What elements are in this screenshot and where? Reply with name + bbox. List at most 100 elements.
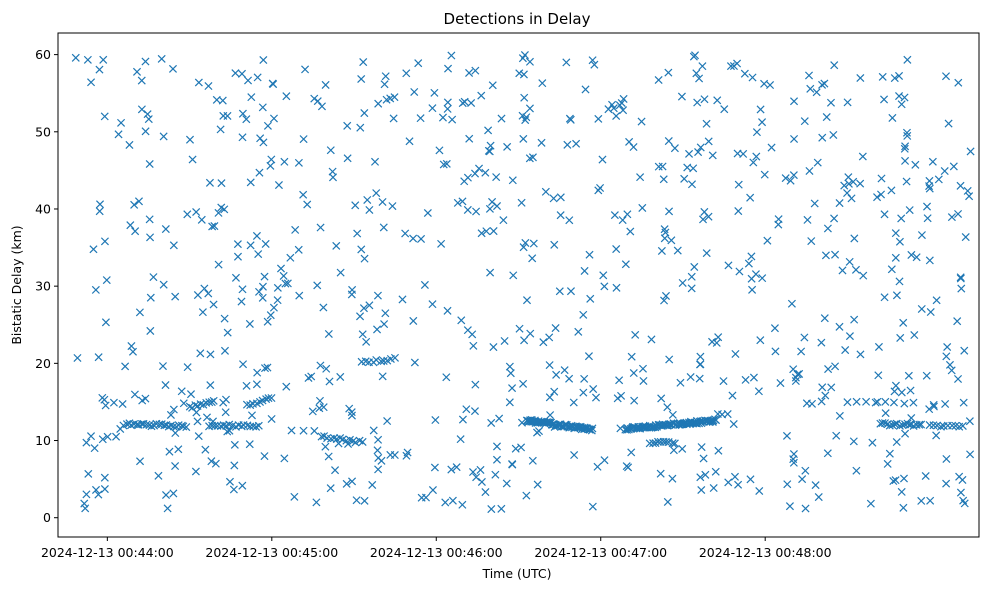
detection-point — [657, 394, 666, 403]
detection-point — [485, 204, 494, 213]
detection-point — [71, 53, 80, 62]
detection-point — [421, 493, 431, 502]
detection-point — [901, 142, 910, 151]
detection-point — [898, 421, 907, 430]
y-tick-label: 40 — [35, 201, 51, 216]
detection-point — [749, 158, 758, 167]
detection-point — [258, 282, 267, 291]
detection-point — [260, 272, 269, 281]
detection-point — [789, 171, 798, 180]
detection-point — [252, 422, 261, 431]
detection-point — [280, 454, 289, 463]
detection-point — [843, 398, 852, 407]
detection-point — [552, 370, 561, 379]
x-tick-label: 2024-12-13 00:47:00 — [534, 545, 667, 560]
detection-point — [569, 398, 578, 407]
detection-point — [204, 81, 213, 91]
detection-point — [313, 97, 322, 106]
detection-point — [598, 155, 607, 164]
detection-point — [321, 80, 330, 89]
y-tick-label: 10 — [35, 433, 51, 448]
detection-point — [525, 104, 534, 113]
detection-point — [817, 338, 826, 347]
detection-point — [947, 213, 956, 222]
detection-point — [121, 362, 130, 371]
detection-point — [630, 396, 639, 405]
detection-point — [169, 489, 178, 498]
detection-point — [266, 311, 275, 320]
detection-point — [782, 431, 792, 440]
detection-point — [888, 113, 897, 122]
detection-point — [324, 329, 333, 339]
detection-point — [169, 405, 178, 414]
detection-point — [484, 126, 493, 135]
detection-point — [874, 342, 883, 351]
detection-point — [822, 113, 831, 122]
detection-point — [818, 133, 827, 142]
detection-point — [588, 56, 597, 65]
detection-point — [669, 446, 678, 455]
detection-point — [696, 352, 705, 361]
detection-point — [574, 327, 583, 336]
detection-point — [401, 229, 410, 238]
detection-point — [324, 452, 333, 461]
detection-point — [881, 397, 890, 406]
detection-point — [533, 480, 542, 489]
detection-point — [766, 81, 775, 90]
detection-point — [102, 276, 111, 285]
detection-point — [953, 317, 962, 326]
detection-point — [741, 375, 750, 384]
detection-point — [600, 282, 609, 291]
detection-point — [174, 445, 183, 454]
detection-point — [668, 439, 677, 448]
detection-point — [383, 417, 392, 426]
detection-point — [693, 98, 702, 107]
detection-point — [695, 360, 705, 369]
detection-point — [279, 271, 288, 280]
detection-point — [525, 154, 534, 163]
detection-point — [831, 250, 840, 259]
detection-point — [260, 364, 270, 373]
detection-point — [325, 377, 334, 386]
detection-point — [221, 408, 230, 417]
detection-point — [556, 193, 565, 202]
detection-point — [756, 105, 765, 114]
detection-point — [803, 215, 812, 224]
detection-point — [103, 432, 112, 441]
detection-point — [895, 237, 904, 246]
detection-point — [850, 234, 859, 243]
detection-point — [169, 422, 178, 431]
detection-point — [467, 98, 476, 108]
detection-point — [283, 279, 292, 288]
detection-point — [378, 197, 387, 206]
detection-point — [497, 114, 506, 123]
detection-point — [458, 500, 467, 509]
y-tick-label: 50 — [35, 124, 51, 139]
detection-point — [880, 95, 889, 104]
detection-point — [638, 364, 647, 373]
detection-point — [756, 336, 765, 345]
detection-point — [304, 373, 313, 382]
detection-point — [589, 385, 598, 394]
detection-point — [214, 208, 223, 217]
detection-point — [448, 496, 457, 505]
detection-point — [253, 73, 262, 82]
detection-point — [94, 353, 103, 362]
y-axis: 0 10 20 30 40 50 60 — [35, 47, 58, 525]
detection-point — [555, 287, 564, 296]
detection-point — [319, 303, 328, 312]
detection-point — [89, 245, 98, 254]
detection-point — [223, 328, 232, 337]
detection-point — [903, 55, 912, 64]
detection-point — [465, 68, 474, 77]
detection-point — [487, 505, 496, 514]
detection-point — [149, 273, 158, 282]
detection-point — [835, 322, 844, 331]
detection-point — [890, 387, 899, 396]
detection-point — [443, 64, 453, 73]
x-axis-label: Time (UTC) — [481, 566, 551, 581]
detection-point — [238, 133, 247, 142]
detection-point — [379, 356, 388, 365]
detection-point — [428, 486, 437, 495]
detection-point — [900, 93, 909, 102]
